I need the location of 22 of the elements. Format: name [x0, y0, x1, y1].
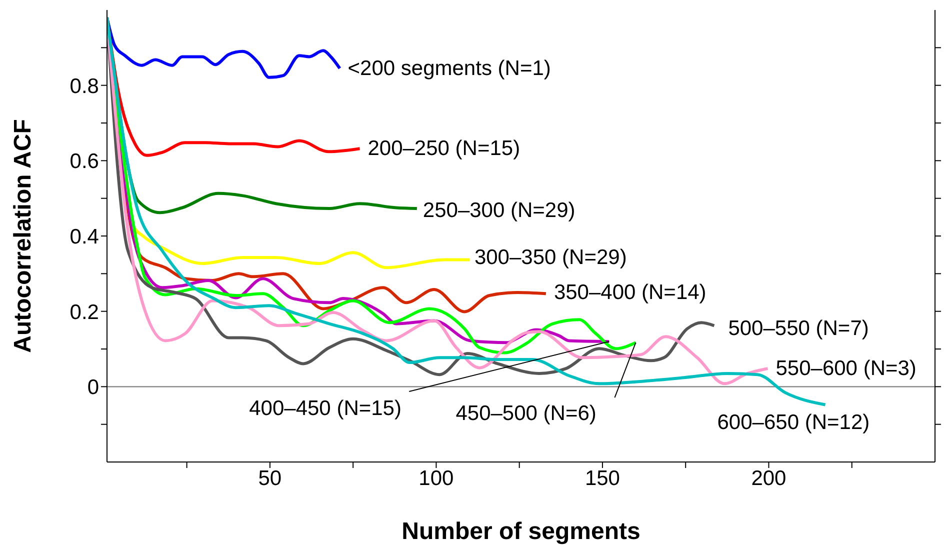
- x-tick-label: 200: [751, 466, 786, 490]
- x-tick-label: 150: [584, 466, 620, 490]
- series-label: 550–600 (N=3): [776, 357, 916, 380]
- x-axis-title: Number of segments: [402, 518, 640, 545]
- series-label: 500–550 (N=7): [728, 317, 869, 340]
- series-label: <200 segments (N=1): [348, 56, 551, 80]
- series-label: 300–350 (N=29): [474, 246, 627, 270]
- y-tick-label: 0: [87, 376, 99, 400]
- y-tick-label: 0.6: [70, 150, 99, 174]
- text: 400–450 (N=15): [249, 396, 402, 420]
- series-label: 350–400 (N=14): [554, 281, 706, 304]
- x-tick-label: 100: [418, 466, 454, 490]
- line-series: [107, 16, 342, 79]
- series-label: 250–300 (N=29): [422, 199, 576, 222]
- series-label: 200–250 (N=15): [368, 137, 520, 160]
- series-label: 600–650 (N=12): [717, 411, 870, 434]
- y-tick-label: 0.4: [70, 225, 100, 248]
- y-tick-label: 0.8: [70, 74, 99, 98]
- y-tick-label: 0.2: [70, 300, 99, 324]
- x-tick-label: 50: [258, 466, 282, 490]
- y-axis-title: Autocorrelation ACF: [10, 119, 37, 353]
- text: 450–500 (N=6): [456, 402, 596, 426]
